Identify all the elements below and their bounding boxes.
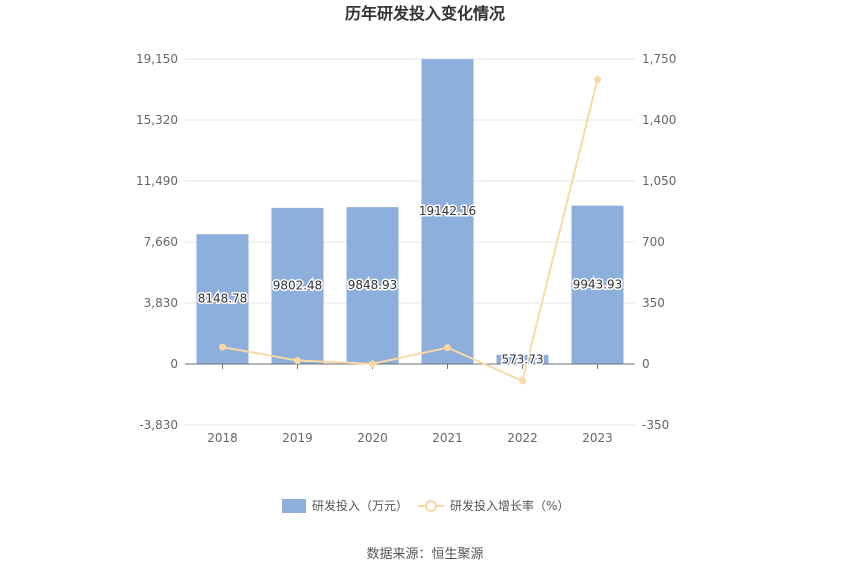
x-tick-label: 2022	[507, 431, 538, 445]
right-tick-label: 0	[642, 357, 650, 371]
legend-bar-label: 研发投入（万元）	[312, 498, 408, 513]
left-tick-label: 0	[170, 357, 178, 371]
data-source: 数据来源：恒生聚源	[366, 547, 483, 562]
right-axis-ticks: 1,750 1,400 1,050 700 350 0 -350	[642, 52, 676, 432]
line-point	[219, 343, 226, 351]
left-axis-ticks: 19,150 15,320 11,490 7,660 3,830 0 -3,830	[136, 52, 178, 432]
line-series	[219, 75, 601, 385]
left-tick-label: -3,830	[139, 418, 178, 432]
x-tick-label: 2021	[432, 431, 463, 445]
x-tick-label: 2023	[582, 431, 613, 445]
bar-data-label: 9802.48	[273, 278, 323, 292]
bar	[571, 205, 624, 364]
x-tick-label: 2020	[357, 431, 388, 445]
left-tick-label: 7,660	[144, 235, 178, 249]
legend-line-label: 研发投入增长率（%）	[450, 498, 569, 513]
bar	[496, 354, 549, 364]
bar-data-label: 19142.16	[419, 204, 476, 218]
right-tick-label: 700	[642, 235, 665, 249]
line-point	[594, 75, 601, 83]
right-tick-label: 1,750	[642, 52, 676, 66]
bar-data-label: 9943.93	[573, 277, 623, 291]
legend-bar-swatch	[282, 499, 306, 513]
line-point	[294, 357, 301, 365]
x-axis	[185, 363, 635, 369]
right-tick-label: -350	[642, 418, 669, 432]
left-tick-label: 19,150	[136, 52, 178, 66]
x-axis-ticks: 2018 2019 2020 2021 2022 2023	[207, 431, 613, 445]
x-tick-label: 2018	[207, 431, 238, 445]
right-tick-label: 350	[642, 296, 665, 310]
right-tick-label: 1,400	[642, 113, 676, 127]
legend: 研发投入（万元） 研发投入增长率（%）	[282, 498, 569, 513]
left-tick-label: 3,830	[144, 296, 178, 310]
bar	[346, 207, 399, 364]
x-tick-label: 2019	[282, 431, 313, 445]
right-tick-label: 1,050	[642, 174, 676, 188]
left-tick-label: 11,490	[136, 174, 178, 188]
line-point	[519, 377, 526, 385]
bar-data-label: 8148.78	[198, 292, 248, 306]
chart-title: 历年研发投入变化情况	[345, 4, 505, 23]
bar-series	[196, 59, 624, 364]
bar-data-label: 573.73	[502, 352, 544, 366]
bar	[271, 207, 324, 364]
growth-line	[222, 79, 599, 383]
bar-data-labels: 8148.78 9802.48 9848.93 19142.16 573.73 9943.…	[196, 203, 624, 368]
bar-data-label: 9848.93	[348, 278, 398, 292]
line-point	[369, 360, 376, 368]
bar	[421, 59, 474, 364]
legend-line-marker	[425, 500, 437, 512]
left-tick-label: 15,320	[136, 113, 178, 127]
grid-lines	[185, 58, 635, 426]
line-point	[444, 344, 451, 352]
bar	[196, 234, 249, 364]
